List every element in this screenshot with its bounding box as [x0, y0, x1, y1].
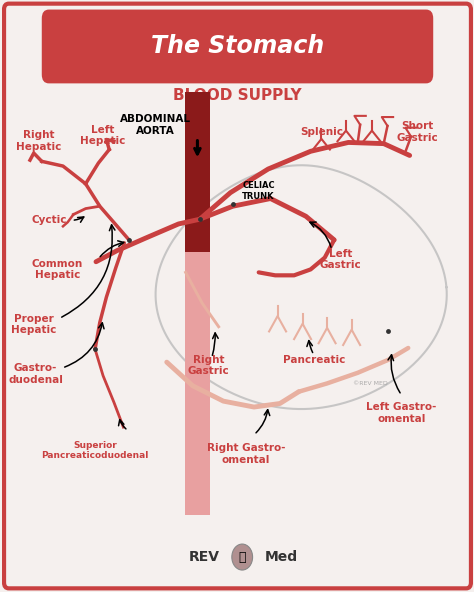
Text: BLOOD SUPPLY: BLOOD SUPPLY — [173, 88, 302, 102]
Text: Superior
Pancreaticoduodenal: Superior Pancreaticoduodenal — [41, 441, 149, 461]
Text: REV: REV — [189, 550, 220, 564]
Text: Common
Hepatic: Common Hepatic — [32, 259, 83, 280]
Bar — [185, 92, 210, 252]
Text: Right
Hepatic: Right Hepatic — [16, 130, 61, 152]
Text: Med: Med — [264, 550, 298, 564]
Text: Pancreatic: Pancreatic — [283, 355, 345, 365]
Text: Gastro-
duodenal: Gastro- duodenal — [8, 363, 63, 385]
Text: Cyctic: Cyctic — [31, 215, 66, 226]
FancyBboxPatch shape — [4, 4, 471, 588]
Text: Right
Gastric: Right Gastric — [187, 355, 229, 377]
Text: Right Gastro-
omental: Right Gastro- omental — [207, 443, 285, 465]
Text: Short
Gastric: Short Gastric — [397, 121, 438, 143]
Text: ABDOMINAL
AORTA: ABDOMINAL AORTA — [119, 114, 191, 136]
Text: Proper
Hepatic: Proper Hepatic — [11, 314, 56, 335]
Text: 🧠: 🧠 — [238, 551, 246, 564]
Bar — [185, 252, 210, 514]
Text: Splenic: Splenic — [300, 127, 343, 137]
FancyBboxPatch shape — [42, 9, 433, 83]
Text: CELIAC
TRUNK: CELIAC TRUNK — [242, 181, 275, 201]
Text: Left
Hepatic: Left Hepatic — [81, 124, 126, 146]
Text: Left
Gastric: Left Gastric — [319, 249, 361, 270]
Text: Left Gastro-
omental: Left Gastro- omental — [366, 402, 437, 424]
Text: The Stomach: The Stomach — [151, 34, 324, 57]
Circle shape — [232, 544, 253, 570]
Text: ©REV MED: ©REV MED — [353, 381, 388, 386]
